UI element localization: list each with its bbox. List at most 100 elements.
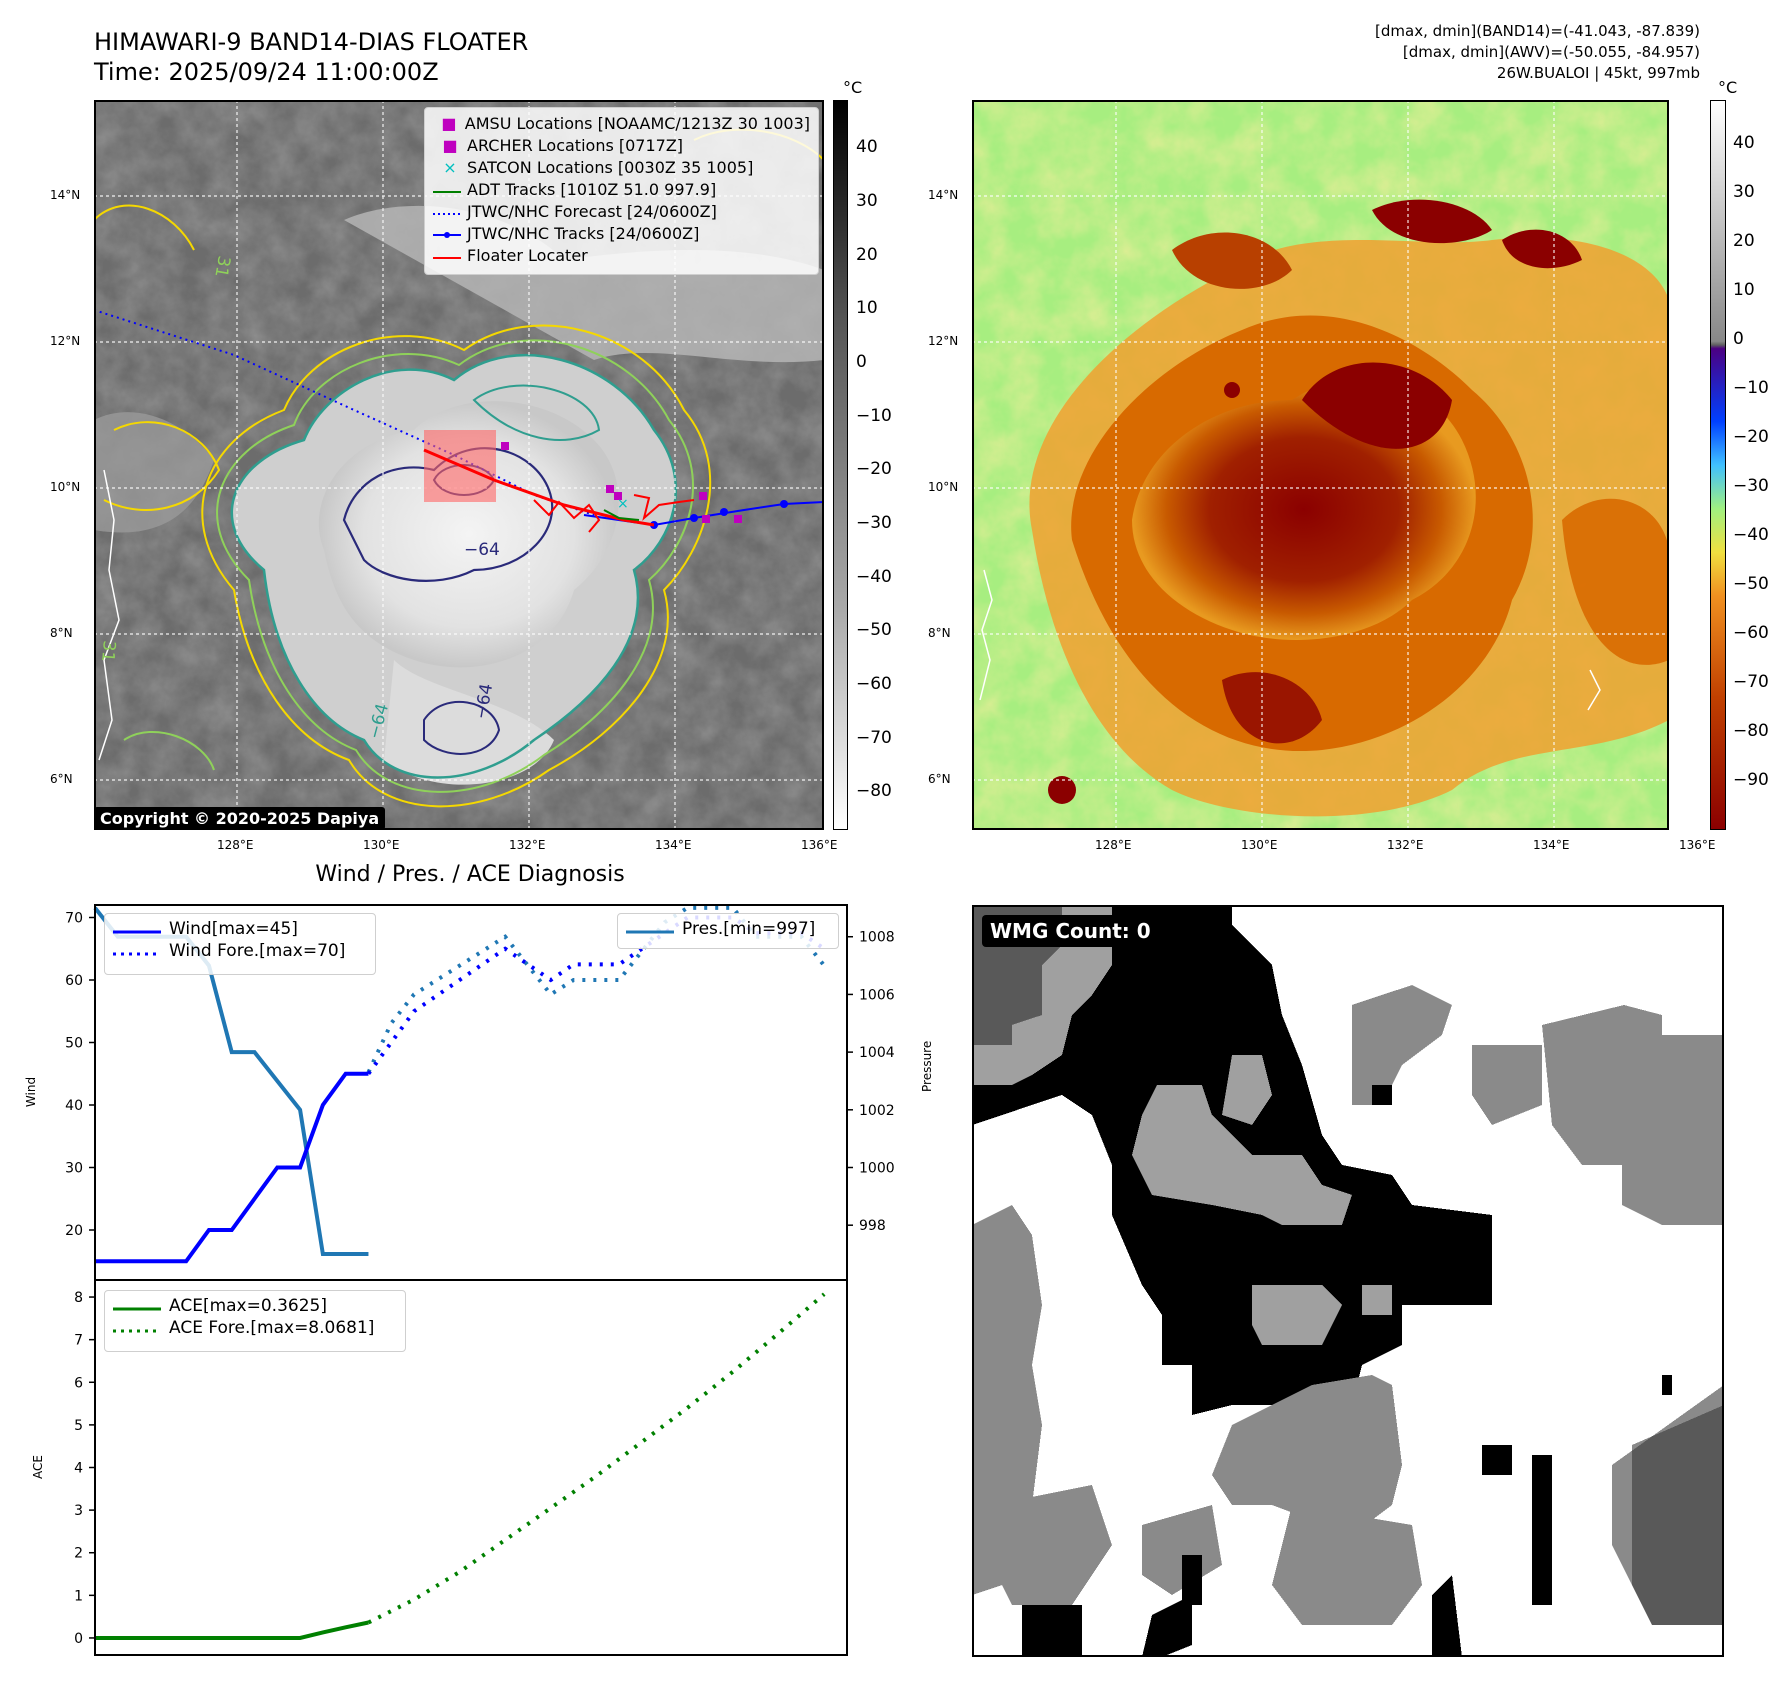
lon-tick-label: 132°E xyxy=(1387,838,1424,852)
contour-label: 31 xyxy=(97,640,119,663)
wind-legend: Wind[max=45] Wind Fore.[max=70] xyxy=(104,913,376,975)
colorbar-tick-label: 40 xyxy=(1733,133,1755,154)
ir-legend: ■ AMSU Locations [NOAAMC/1213Z 30 1003] ■… xyxy=(424,107,819,275)
colorbar-tick-label: 0 xyxy=(856,352,867,372)
colorbar-tick-label: −40 xyxy=(1733,525,1769,546)
line-marker-icon xyxy=(433,246,467,265)
colorbar-tick-label: −50 xyxy=(856,620,892,641)
legend-item: ADT Tracks [1010Z 51.0 997.9] xyxy=(433,178,810,200)
lat-tick-label: 14°N xyxy=(928,188,959,202)
wmg-count-label: WMG Count: 0 xyxy=(982,915,1159,947)
y-tick-label: 5 xyxy=(74,1418,83,1434)
line-marker-icon xyxy=(626,920,682,939)
square-marker-icon: ■ xyxy=(442,135,458,155)
chart-time: Time: 2025/09/24 11:00:00Z xyxy=(94,58,439,86)
colorbar-tick-label: −70 xyxy=(856,727,892,748)
legend-item: × SATCON Locations [0030Z 35 1005] xyxy=(433,156,810,178)
y-tick-label: 30 xyxy=(65,1161,83,1177)
pressure-legend: Pres.[min=997] xyxy=(617,913,839,949)
line-marker-icon xyxy=(113,1297,169,1316)
band14-range: [dmax, dmin](BAND14)=(-41.043, -87.839) xyxy=(1375,22,1700,40)
colorbar-tick-label: −10 xyxy=(856,405,892,426)
lon-tick-label: 130°E xyxy=(363,838,400,852)
colorbar-tick-label: −80 xyxy=(1733,721,1769,741)
legend-item: JTWC/NHC Tracks [24/0600Z] xyxy=(433,222,810,244)
awv-map-panel xyxy=(972,100,1669,830)
wmg-panel: WMG Count: 0 xyxy=(972,905,1724,1657)
lat-tick-label: 10°N xyxy=(928,480,959,494)
ace-axes-frame xyxy=(94,1279,848,1656)
x-marker-icon: × xyxy=(443,157,457,177)
y-tick-label: 1000 xyxy=(859,1161,895,1177)
lat-tick-label: 8°N xyxy=(50,626,73,640)
colorbar-tick-label: 30 xyxy=(1733,182,1755,203)
lon-tick-label: 128°E xyxy=(1095,838,1132,852)
line-marker-icon xyxy=(433,180,467,199)
y-tick-label: 998 xyxy=(859,1218,886,1234)
colorbar-tick-label: 30 xyxy=(856,190,878,211)
colorbar-tick-label: −20 xyxy=(1733,427,1769,448)
pressure-axis-label: Pressure xyxy=(920,1040,934,1092)
lat-tick-label: 14°N xyxy=(50,188,81,202)
series-line xyxy=(366,905,826,1074)
awv-colorbar-unit: °C xyxy=(1718,78,1738,97)
legend-item: ■ AMSU Locations [NOAAMC/1213Z 30 1003] xyxy=(433,112,810,134)
legend-item: ACE[max=0.3625] xyxy=(113,1295,397,1317)
colorbar-tick-label: −80 xyxy=(856,781,892,802)
legend-item: Floater Locater xyxy=(433,244,810,266)
y-tick-label: 1 xyxy=(74,1588,83,1604)
wind-ylabel: Wind xyxy=(24,1077,38,1107)
colorbar-tick-label: 40 xyxy=(856,137,878,158)
awv-colorbar xyxy=(1710,100,1726,830)
y-tick-label: 8 xyxy=(74,1290,83,1306)
lat-tick-label: 12°N xyxy=(928,334,959,348)
legend-item: ACE Fore.[max=8.0681] xyxy=(113,1317,397,1339)
colorbar-tick-label: −60 xyxy=(856,674,892,695)
dotted-line-icon xyxy=(113,942,169,961)
contour-label: −64 xyxy=(464,540,500,560)
line-dot-icon xyxy=(433,224,467,243)
svg-text:×: × xyxy=(617,496,629,512)
ace-legend: ACE[max=0.3625] ACE Fore.[max=8.0681] xyxy=(104,1290,406,1352)
colorbar-tick-label: −30 xyxy=(1733,476,1769,497)
y-tick-label: 1004 xyxy=(859,1045,895,1061)
lon-tick-label: 134°E xyxy=(655,838,692,852)
dotted-line-icon xyxy=(113,1319,169,1338)
contour-label: 31 xyxy=(210,254,233,279)
colorbar-tick-label: −10 xyxy=(1733,378,1769,399)
legend-item: JTWC/NHC Forecast [24/0600Z] xyxy=(433,200,810,222)
y-tick-label: 2 xyxy=(74,1546,83,1562)
series-line xyxy=(95,1071,369,1264)
chart-title: HIMAWARI-9 BAND14-DIAS FLOATER xyxy=(94,28,529,56)
copyright-label: Copyright © 2020-2025 Dapiya xyxy=(94,807,386,830)
y-tick-label: 4 xyxy=(74,1461,83,1477)
colorbar-tick-label: 10 xyxy=(1733,280,1755,301)
diag-title: Wind / Pres. / ACE Diagnosis xyxy=(315,862,625,887)
lon-tick-label: 130°E xyxy=(1241,838,1278,852)
colorbar-tick-label: −60 xyxy=(1733,623,1769,644)
colorbar-tick-label: 10 xyxy=(856,298,878,319)
lon-tick-label: 132°E xyxy=(509,838,546,852)
lat-tick-label: 6°N xyxy=(928,772,951,786)
colorbar-tick-label: −30 xyxy=(856,513,892,534)
lat-tick-label: 12°N xyxy=(50,334,81,348)
line-marker-icon xyxy=(113,920,169,939)
ace-ylabel: ACE xyxy=(31,1455,45,1479)
y-tick-label: 50 xyxy=(65,1036,83,1052)
legend-item: Pres.[min=997] xyxy=(626,918,830,940)
y-tick-label: 1006 xyxy=(859,987,895,1003)
legend-item: Wind[max=45] xyxy=(113,918,367,940)
ace-plot: 0 1 2 3 4 5 6 7 8 xyxy=(74,1290,826,1647)
lat-tick-label: 8°N xyxy=(928,626,951,640)
colorbar-tick-label: −70 xyxy=(1733,672,1769,693)
lat-tick-label: 6°N xyxy=(50,772,73,786)
y-tick-label: 1002 xyxy=(859,1103,895,1119)
colorbar-tick-label: 20 xyxy=(1733,231,1755,252)
lon-tick-label: 128°E xyxy=(217,838,254,852)
series-line xyxy=(367,1292,826,1625)
colorbar-tick-label: 0 xyxy=(1733,329,1744,350)
ir-map-panel: × −64 −64 −64 31 31 ■ AMSU Locations [NOA… xyxy=(94,100,824,830)
legend-item: Wind Fore.[max=70] xyxy=(113,940,367,962)
y-tick-label: 0 xyxy=(74,1631,83,1647)
colorbar-tick-label: −40 xyxy=(856,566,892,587)
